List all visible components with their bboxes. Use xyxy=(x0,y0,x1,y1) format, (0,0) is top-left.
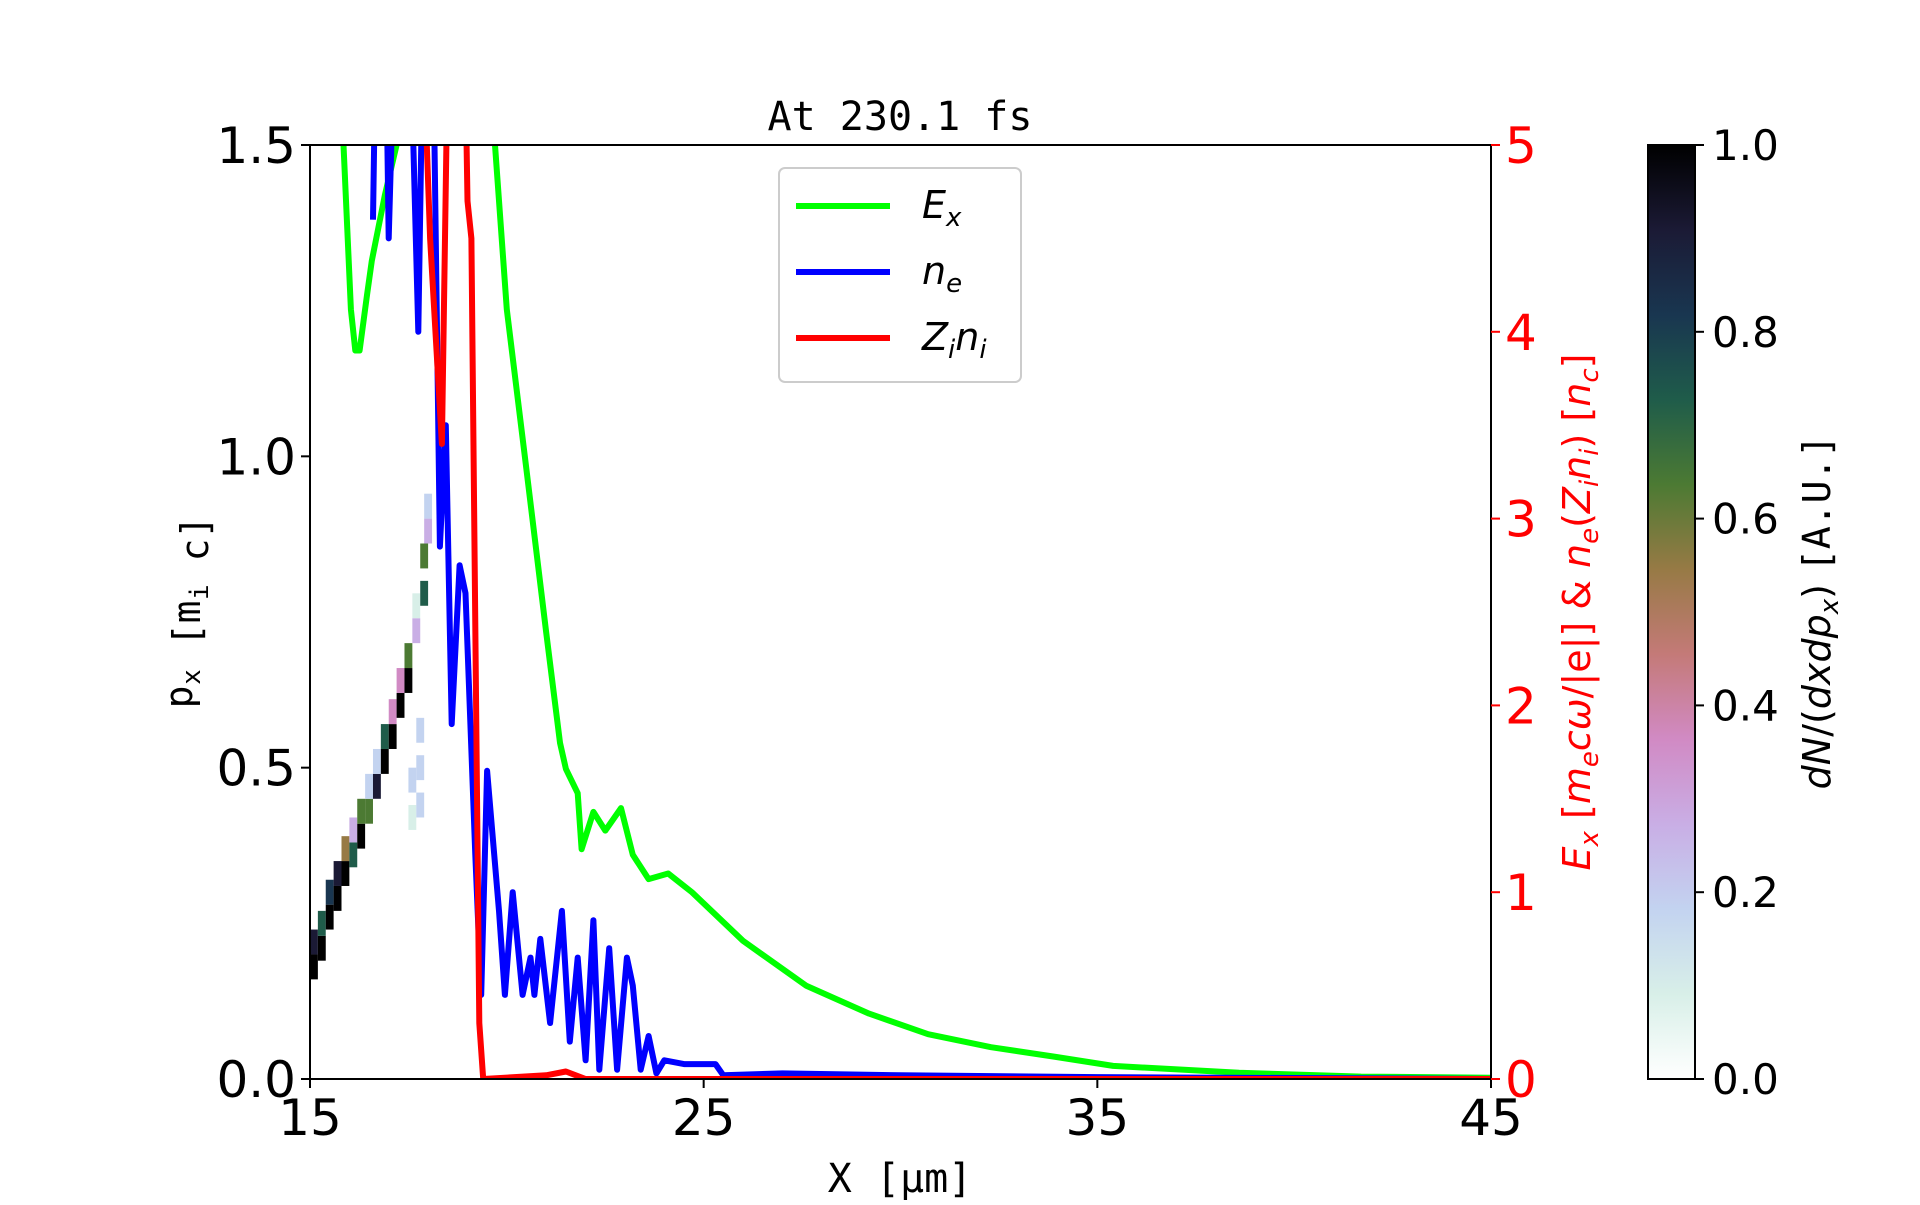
svg-text:Zini: Zini xyxy=(921,315,987,365)
series-lines xyxy=(340,145,1491,1079)
heatmap-cell xyxy=(408,805,417,830)
heatmap-cell xyxy=(498,506,507,532)
heatmap-cell xyxy=(412,593,421,619)
y-right-tick-label: 1 xyxy=(1505,864,1537,922)
y-axis-right-label: Ex [mecω/|e|] & ne(Zini) [nc] xyxy=(1555,354,1605,871)
heatmap-cell xyxy=(317,910,326,936)
svg-text:Ex: Ex xyxy=(922,183,962,233)
heatmap-cell xyxy=(404,668,413,693)
heatmap-cell xyxy=(412,618,421,644)
plot-frame xyxy=(309,144,1492,1080)
heatmap-cell xyxy=(325,904,334,930)
heatmap-cell xyxy=(467,537,476,563)
x-tick-label: 35 xyxy=(1066,1089,1130,1147)
heatmap-cell xyxy=(451,549,460,575)
y-tick-label: 1.5 xyxy=(216,117,296,175)
legend-item-zini: Zini xyxy=(796,315,987,365)
y-axis-label: p_x [m_i c] xyxy=(157,516,217,709)
heatmap-cell xyxy=(404,643,413,669)
y-axis-right: 0 1 2 3 4 5 xyxy=(1491,117,1537,1109)
y-right-tick-label: 5 xyxy=(1505,117,1537,175)
colorbar-tick-label: 0.8 xyxy=(1712,308,1779,357)
heatmap-cell xyxy=(357,798,366,824)
x-tick-label: 25 xyxy=(672,1089,736,1147)
legend-sub-ne: e xyxy=(946,269,962,299)
heatmap-cell xyxy=(333,885,342,911)
y-right-tick-label: 3 xyxy=(1505,491,1537,549)
heatmap-cell xyxy=(408,767,417,793)
y-right-tick-label: 4 xyxy=(1505,304,1537,362)
heatmap-cell xyxy=(372,748,381,774)
heatmap-cell xyxy=(325,879,334,905)
heatmap-cell xyxy=(388,699,397,725)
legend-sub-ex: x xyxy=(945,203,962,233)
heatmap-cell xyxy=(365,773,373,799)
heatmap-cell xyxy=(424,493,433,519)
x-axis-label: X [μm] xyxy=(828,1156,973,1200)
svg-text:ne: ne xyxy=(922,249,962,299)
colorbar-label: dN/(dxdpx) [A.U.] xyxy=(1795,435,1845,790)
y-axis-left: 0.0 0.5 1.0 1.5 xyxy=(216,117,310,1109)
x-tick-label: 15 xyxy=(278,1089,342,1147)
heatmap-cell xyxy=(357,823,366,849)
heatmap-cell xyxy=(349,842,358,868)
y-tick-label: 0.5 xyxy=(216,740,296,798)
heatmap-cell xyxy=(416,792,425,818)
heatmap-cell xyxy=(420,543,429,569)
heatmap-cell xyxy=(396,692,405,718)
colorbar-tick-label: 0.6 xyxy=(1712,495,1779,544)
x-axis: 15 25 35 45 xyxy=(278,1079,1523,1147)
heatmap-cell xyxy=(341,861,350,886)
heatmap-cell xyxy=(372,773,381,799)
heatmap-cell xyxy=(380,748,389,774)
legend-item-ne: ne xyxy=(796,249,962,299)
heatmap-cell xyxy=(365,798,373,824)
heatmap-cell xyxy=(514,487,523,513)
series-line-n_e xyxy=(370,145,1491,1079)
colorbar-tick-label: 0.2 xyxy=(1712,868,1779,917)
y-tick-label: 0.0 xyxy=(216,1051,296,1109)
heatmap-cell xyxy=(420,580,429,606)
y-right-tick-label: 0 xyxy=(1505,1051,1537,1109)
legend: Ex ne Zini xyxy=(778,167,1022,383)
colorbar-tick-label: 0.4 xyxy=(1712,681,1779,730)
x-tick-label: 45 xyxy=(1459,1089,1523,1147)
legend-label-zini: Z xyxy=(921,315,949,359)
colorbar: 0.0 0.2 0.4 0.6 0.8 1.0 dN/(dxdpx) [A.U.] xyxy=(1647,121,1845,1104)
heatmap-cell xyxy=(333,861,342,886)
colorbar-gradient xyxy=(1647,144,1696,1080)
heatmap-cell xyxy=(424,518,433,544)
heatmap-cell xyxy=(396,668,405,693)
heatmap-cell xyxy=(310,954,318,980)
chart-title: At 230.1 fs xyxy=(768,94,1033,140)
series-line-e_x xyxy=(340,145,1491,1079)
legend-item-ex: Ex xyxy=(796,183,962,233)
legend-label-ne: n xyxy=(922,249,946,293)
heatmap-cell xyxy=(416,717,425,743)
heatmap-cell xyxy=(483,524,492,550)
heatmap xyxy=(310,487,523,980)
colorbar-tick-label: 1.0 xyxy=(1712,121,1779,170)
heatmap-cell xyxy=(317,935,326,961)
legend-label-ex: E xyxy=(922,183,946,227)
heatmap-cell xyxy=(310,929,318,955)
colorbar-tick-label: 0.0 xyxy=(1712,1055,1779,1104)
colorbar-ticks: 0.0 0.2 0.4 0.6 0.8 1.0 xyxy=(1695,121,1779,1104)
heatmap-cell xyxy=(380,724,389,749)
heatmap-cell xyxy=(416,755,425,781)
series-line-z_in_i xyxy=(423,145,1491,1079)
y-right-tick-label: 2 xyxy=(1505,677,1537,735)
heatmap-cell xyxy=(341,836,350,862)
heatmap-cell xyxy=(349,817,358,843)
y-tick-label: 1.0 xyxy=(216,428,296,486)
heatmap-cell xyxy=(388,724,397,749)
